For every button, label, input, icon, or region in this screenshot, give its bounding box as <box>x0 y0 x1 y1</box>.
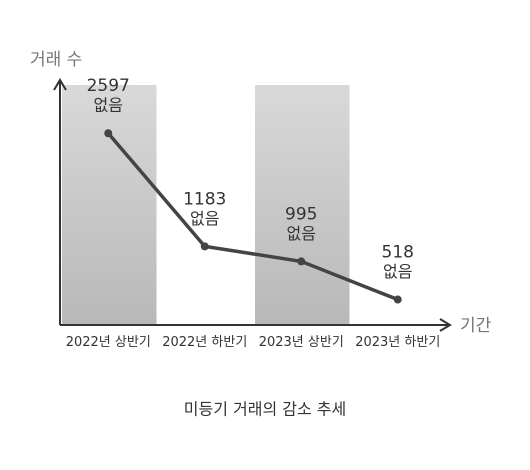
y-axis-label: 거래 수 <box>30 50 82 70</box>
line <box>106 132 399 302</box>
point-note: 없음 <box>383 262 412 281</box>
point <box>393 295 402 304</box>
data-label: 995 <box>285 204 317 224</box>
chart-title: 미등기 거래의 감소 추세 <box>184 400 346 419</box>
x-tick-label: 2022년 하반기 <box>162 335 248 350</box>
point <box>200 242 209 251</box>
point <box>297 257 306 266</box>
x-tick-label: 2023년 상반기 <box>258 335 344 350</box>
x-tick-label-box: 2023년 상반기 <box>258 335 344 350</box>
category-band <box>255 85 350 325</box>
x-axis-arrow <box>439 318 452 332</box>
data-label: 2597 <box>87 76 130 96</box>
x-tick-label: 2022년 상반기 <box>65 335 151 350</box>
point-note: 없음 <box>94 96 123 115</box>
x-tick-label-box: 2023년 하반기 <box>355 335 441 350</box>
data-label: 1183 <box>183 189 226 209</box>
point-note: 없음 <box>190 209 219 228</box>
x-tick-label-box: 2022년 하반기 <box>162 335 248 350</box>
x-axis-label: 기간 <box>460 316 492 336</box>
data-label: 518 <box>382 243 414 263</box>
category-band <box>62 85 157 325</box>
x-tick-label: 2023년 하반기 <box>355 335 441 350</box>
point-note: 없음 <box>287 224 316 243</box>
x-tick-label-box: 2022년 상반기 <box>65 335 151 350</box>
y-axis-arrow <box>53 78 67 91</box>
point <box>104 129 113 138</box>
